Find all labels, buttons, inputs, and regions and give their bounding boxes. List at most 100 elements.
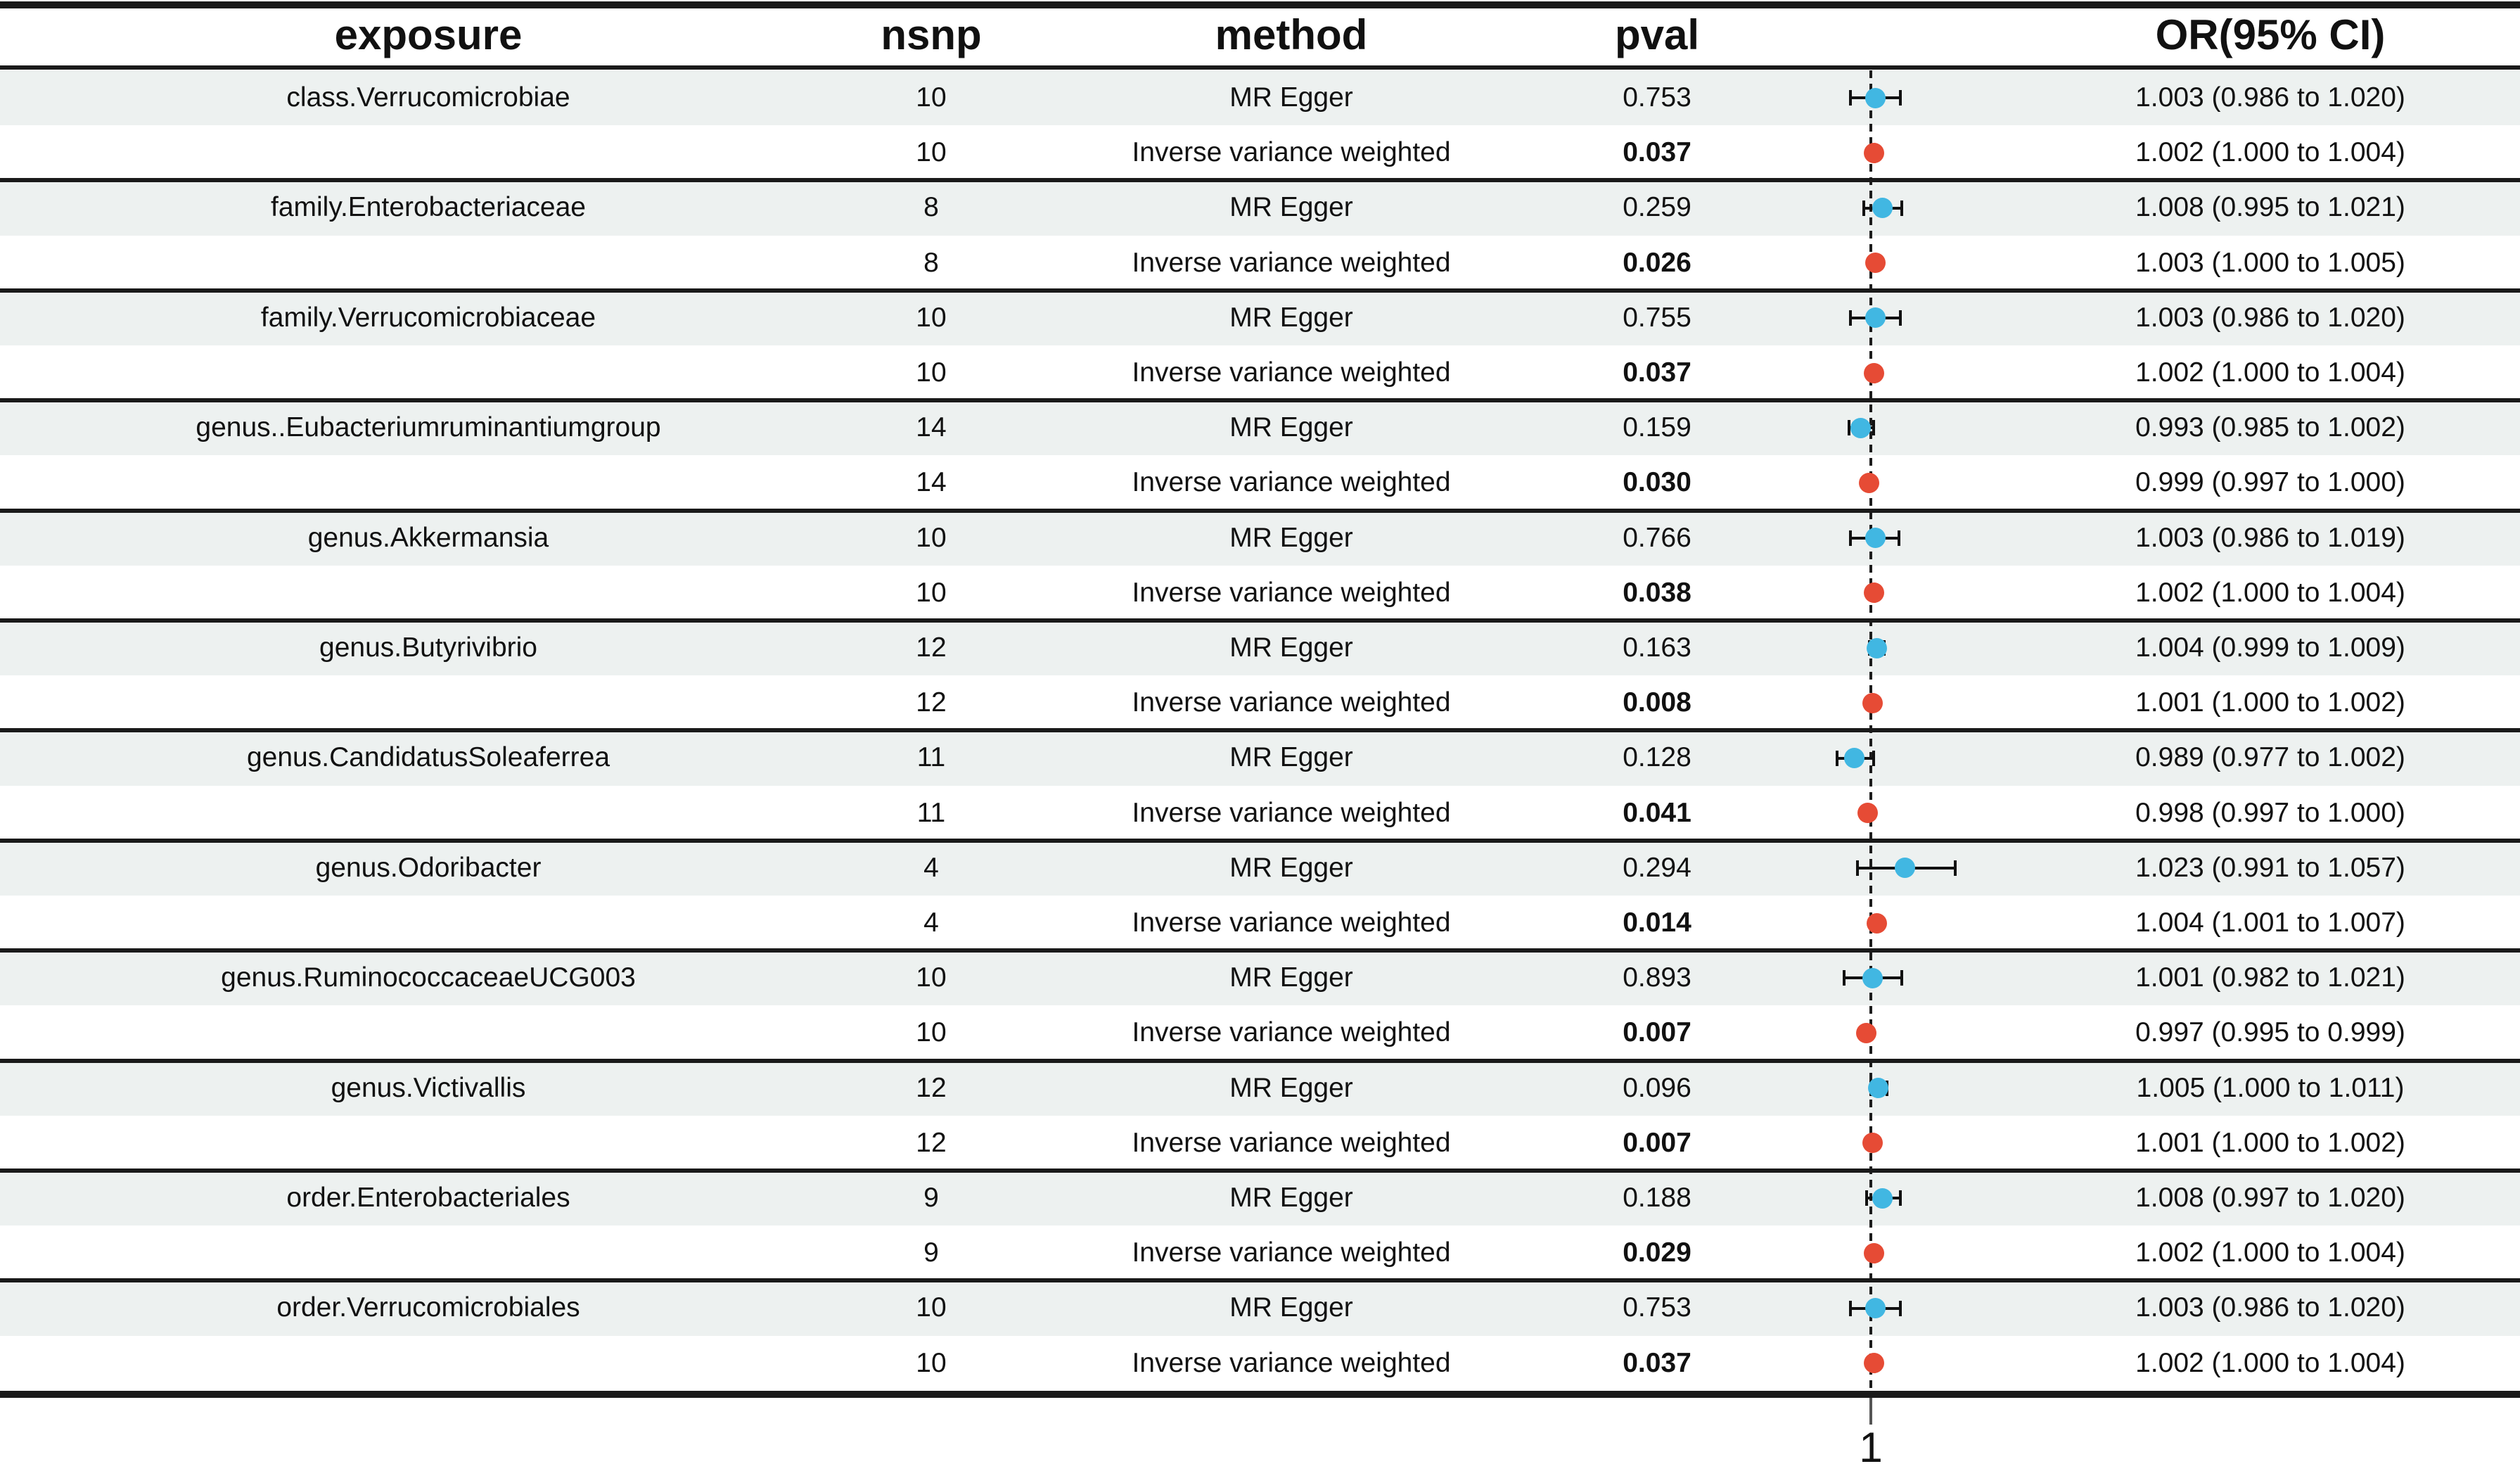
method-value: MR Egger	[1229, 1183, 1353, 1213]
effect-point-mr-egger	[1866, 637, 1887, 658]
nsnp-value: 11	[916, 742, 946, 773]
group-separator	[0, 508, 2520, 513]
method-value: Inverse variance weighted	[1132, 1347, 1451, 1378]
exposure-label: genus.Butyrivibrio	[319, 632, 537, 663]
ci-cap-low	[1848, 1300, 1852, 1316]
or-ci-value: 0.989 (0.977 to 1.002)	[2135, 742, 2405, 773]
pval-value: 0.037	[1623, 137, 1691, 168]
ci-cap-low	[1847, 420, 1850, 436]
ci-cap-high	[1900, 200, 1904, 216]
row-shade-band	[0, 400, 2520, 456]
method-value: MR Egger	[1229, 742, 1353, 773]
effect-point-mr-egger	[1865, 307, 1886, 329]
effect-point-ivw	[1863, 1242, 1884, 1263]
or-ci-value: 1.002 (1.000 to 1.004)	[2135, 137, 2405, 168]
nsnp-value: 10	[916, 1347, 947, 1378]
row-shade-band	[0, 180, 2520, 236]
method-value: MR Egger	[1229, 412, 1353, 443]
exposure-label: class.Verrucomicrobiae	[286, 82, 570, 113]
nsnp-value: 9	[923, 1183, 939, 1213]
effect-point-ivw	[1866, 912, 1887, 934]
method-value: Inverse variance weighted	[1132, 1017, 1451, 1048]
pval-value: 0.159	[1623, 412, 1691, 443]
ci-cap-high	[1899, 90, 1902, 106]
nsnp-value: 8	[923, 192, 939, 223]
or-ci-value: 1.002 (1.000 to 1.004)	[2135, 357, 2405, 388]
nsnp-value: 10	[916, 82, 947, 113]
exposure-label: order.Enterobacteriales	[286, 1183, 570, 1213]
method-value: Inverse variance weighted	[1132, 247, 1451, 278]
or-ci-value: 1.002 (1.000 to 1.004)	[2135, 1237, 2405, 1268]
nsnp-value: 4	[923, 852, 939, 883]
nsnp-value: 10	[916, 137, 947, 168]
method-value: Inverse variance weighted	[1132, 1127, 1451, 1158]
pval-value: 0.128	[1623, 742, 1691, 773]
col-header-exposure: exposure	[334, 11, 523, 58]
pval-value: 0.893	[1623, 962, 1691, 993]
effect-point-mr-egger	[1862, 967, 1883, 988]
nsnp-value: 14	[916, 412, 947, 443]
group-separator	[0, 178, 2520, 183]
or-ci-value: 1.003 (0.986 to 1.020)	[2135, 1292, 2405, 1323]
pval-value: 0.014	[1623, 908, 1691, 938]
row-shade-band	[0, 510, 2520, 566]
pval-value: 0.029	[1623, 1237, 1691, 1268]
nsnp-value: 12	[916, 1072, 947, 1103]
method-value: Inverse variance weighted	[1132, 687, 1451, 718]
effect-point-mr-egger	[1850, 417, 1871, 438]
or-ci-value: 1.008 (0.995 to 1.021)	[2135, 192, 2405, 223]
method-value: Inverse variance weighted	[1132, 797, 1451, 828]
or-ci-value: 1.003 (0.986 to 1.020)	[2135, 82, 2405, 113]
exposure-label: genus.RuminococcaceaeUCG003	[221, 962, 636, 993]
exposure-label: genus.Akkermansia	[307, 522, 549, 553]
effect-point-ivw	[1862, 1133, 1883, 1154]
col-header-nsnp: nsnp	[881, 11, 982, 58]
ci-cap-low	[1843, 970, 1846, 986]
col-header-method: method	[1215, 11, 1368, 58]
group-separator	[0, 398, 2520, 403]
nsnp-value: 12	[916, 1127, 947, 1158]
method-value: MR Egger	[1229, 302, 1353, 333]
row-shade-band	[0, 950, 2520, 1006]
or-ci-value: 1.003 (0.986 to 1.019)	[2135, 522, 2405, 553]
axis-tick-label: 1	[1859, 1424, 1883, 1471]
pval-value: 0.037	[1623, 1347, 1691, 1378]
nsnp-value: 10	[916, 302, 947, 333]
ci-cap-low	[1848, 310, 1852, 326]
nsnp-value: 12	[916, 632, 947, 663]
exposure-label: family.Verrucomicrobiaceae	[260, 302, 596, 333]
table-bottom-border	[0, 1391, 2520, 1398]
method-value: MR Egger	[1229, 852, 1353, 883]
pval-value: 0.026	[1623, 247, 1691, 278]
ci-cap-high	[1899, 310, 1902, 326]
or-ci-value: 1.003 (0.986 to 1.020)	[2135, 302, 2405, 333]
ci-cap-low	[1865, 1190, 1868, 1206]
or-ci-value: 1.004 (0.999 to 1.009)	[2135, 632, 2405, 663]
method-value: MR Egger	[1229, 962, 1353, 993]
method-value: Inverse variance weighted	[1132, 908, 1451, 938]
nsnp-value: 9	[923, 1237, 939, 1268]
or-ci-value: 1.001 (0.982 to 1.021)	[2135, 962, 2405, 993]
nsnp-value: 10	[916, 1017, 947, 1048]
ci-cap-low	[1856, 860, 1860, 876]
row-shade-band	[0, 1060, 2520, 1116]
row-shade-band	[0, 70, 2520, 126]
effect-point-mr-egger	[1844, 748, 1865, 768]
method-value: MR Egger	[1229, 632, 1353, 663]
or-ci-value: 1.002 (1.000 to 1.004)	[2135, 1347, 2405, 1378]
effect-point-mr-egger	[1865, 528, 1886, 549]
pval-value: 0.041	[1623, 797, 1691, 828]
or-ci-value: 1.003 (1.000 to 1.005)	[2135, 247, 2405, 278]
nsnp-value: 12	[916, 687, 947, 718]
group-separator	[0, 288, 2520, 293]
ci-cap-high	[1897, 530, 1900, 546]
nsnp-value: 4	[923, 908, 939, 938]
or-ci-value: 0.998 (0.997 to 1.000)	[2135, 797, 2405, 828]
or-ci-value: 1.005 (1.000 to 1.011)	[2136, 1072, 2405, 1103]
effect-point-ivw	[1865, 253, 1886, 274]
ci-cap-high	[1872, 750, 1876, 766]
effect-point-mr-egger	[1894, 858, 1915, 879]
or-ci-value: 1.001 (1.000 to 1.002)	[2135, 687, 2405, 718]
ci-cap-high	[1899, 1190, 1902, 1206]
